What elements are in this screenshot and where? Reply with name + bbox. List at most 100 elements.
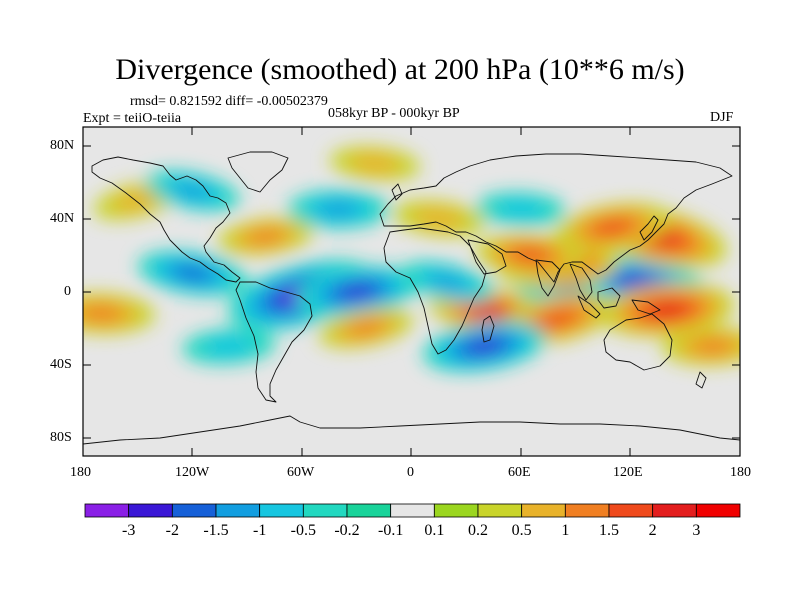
lon-tick-60e: 60E xyxy=(508,465,531,480)
field-contour xyxy=(539,311,576,327)
coast-north-america xyxy=(91,156,241,283)
field-feature xyxy=(401,261,495,304)
lat-tick-80n: 80N xyxy=(50,138,75,153)
lon-tick-180w: 180 xyxy=(70,465,91,480)
coast-south-america xyxy=(235,281,313,403)
coast-southeast-asia xyxy=(569,263,593,301)
colorbar-label: 1 xyxy=(561,522,570,539)
field-contour xyxy=(176,266,209,281)
colorbar-box xyxy=(84,503,130,518)
colorbar-label: -1.5 xyxy=(203,522,229,539)
coast-arabia xyxy=(467,239,507,275)
colorbar-label: 1.5 xyxy=(599,522,619,539)
map-ticks xyxy=(83,127,740,456)
field-contour xyxy=(429,274,467,291)
coast-greenland xyxy=(227,151,289,193)
lon-tick-180e: 180 xyxy=(730,465,751,480)
lat-tick-0: 0 xyxy=(64,284,71,299)
colorbar-label: -2 xyxy=(165,522,179,539)
coast-madagascar xyxy=(481,315,495,343)
experiment-label: Expt = teiiO-teiia xyxy=(83,111,182,126)
map-title: Divergence (smoothed) at 200 hPa (10**6 … xyxy=(115,53,685,86)
field-feature xyxy=(217,217,314,256)
colorbar-label: 0.1 xyxy=(424,522,445,539)
colorbar-label: 3 xyxy=(692,522,701,539)
coast-india xyxy=(535,259,561,297)
season-label: DJF xyxy=(710,110,734,125)
colorbar-box xyxy=(433,503,479,518)
field-contour xyxy=(202,336,256,357)
colorbar-label: -0.2 xyxy=(334,522,360,539)
period-label: 058kyr BP - 000kyr BP xyxy=(328,106,460,121)
field-contour xyxy=(318,201,359,217)
field-contour xyxy=(469,340,500,353)
coast-borneo xyxy=(597,287,621,309)
field-contour xyxy=(513,248,547,262)
map-plot-area xyxy=(83,127,740,456)
coastlines xyxy=(83,151,740,445)
colorbar-box xyxy=(652,503,697,518)
stats-label: rmsd= 0.821592 diff= -0.00502379 xyxy=(130,94,328,109)
coast-new-zealand xyxy=(695,371,707,389)
colorbar-box xyxy=(477,503,523,518)
divergence-field xyxy=(83,146,740,372)
field-feature xyxy=(295,266,419,317)
lon-tick-120w: 120W xyxy=(175,465,210,480)
lat-tick-40n: 40N xyxy=(50,211,75,226)
field-contour xyxy=(246,229,285,245)
field-feature xyxy=(83,292,155,334)
field-feature xyxy=(553,202,671,253)
colorbar-box xyxy=(608,503,654,518)
field-feature xyxy=(329,146,421,181)
lon-tick-120e: 120E xyxy=(613,465,643,480)
colorbar xyxy=(84,503,741,518)
field-feature xyxy=(475,233,586,277)
field-contour xyxy=(349,153,401,174)
field-contour xyxy=(347,320,385,336)
field-contour xyxy=(594,220,630,235)
coast-sumatra xyxy=(577,295,601,319)
coast-europe-asia xyxy=(379,153,733,283)
field-contour xyxy=(112,189,163,212)
colorbar-label: 0.5 xyxy=(511,522,532,539)
field-feature xyxy=(599,282,735,337)
field-feature xyxy=(318,308,414,348)
colorbar-box xyxy=(390,503,435,518)
field-feature xyxy=(661,327,740,366)
colorbar-box xyxy=(171,503,217,518)
coast-australia xyxy=(603,313,673,371)
lat-tick-80s: 80S xyxy=(50,430,72,445)
colorbar-label: -1 xyxy=(252,522,267,539)
field-contour xyxy=(173,182,212,199)
colorbar-label: -3 xyxy=(121,522,136,539)
field-contour xyxy=(623,275,656,289)
colorbar-box xyxy=(346,503,392,518)
colorbar-label: 2 xyxy=(648,522,657,539)
coast-africa xyxy=(383,227,487,355)
field-feature xyxy=(145,170,240,212)
colorbar-label: -0.5 xyxy=(290,522,316,539)
colorbar-box xyxy=(215,503,261,518)
colorbar-box xyxy=(128,503,173,518)
colorbar-box xyxy=(564,503,610,518)
colorbar-box xyxy=(259,503,304,518)
field-contour xyxy=(83,305,123,322)
colorbar-label: 0.2 xyxy=(468,522,488,539)
field-feature xyxy=(475,192,567,227)
field-contour xyxy=(692,338,733,354)
lon-tick-60w: 60W xyxy=(287,465,315,480)
colorbar-box xyxy=(521,503,566,518)
coast-antarctica xyxy=(83,415,740,445)
lat-tick-40s: 40S xyxy=(50,357,72,372)
lon-tick-0: 0 xyxy=(407,465,414,480)
field-feature xyxy=(423,320,546,372)
field-contour xyxy=(341,285,372,298)
coast-new-guinea xyxy=(631,299,661,315)
colorbar-box xyxy=(302,503,348,518)
field-contour xyxy=(477,306,510,321)
coast-uk xyxy=(391,183,403,201)
field-feature xyxy=(287,190,390,229)
coast-japan xyxy=(639,215,659,241)
colorbar-box xyxy=(695,503,741,518)
